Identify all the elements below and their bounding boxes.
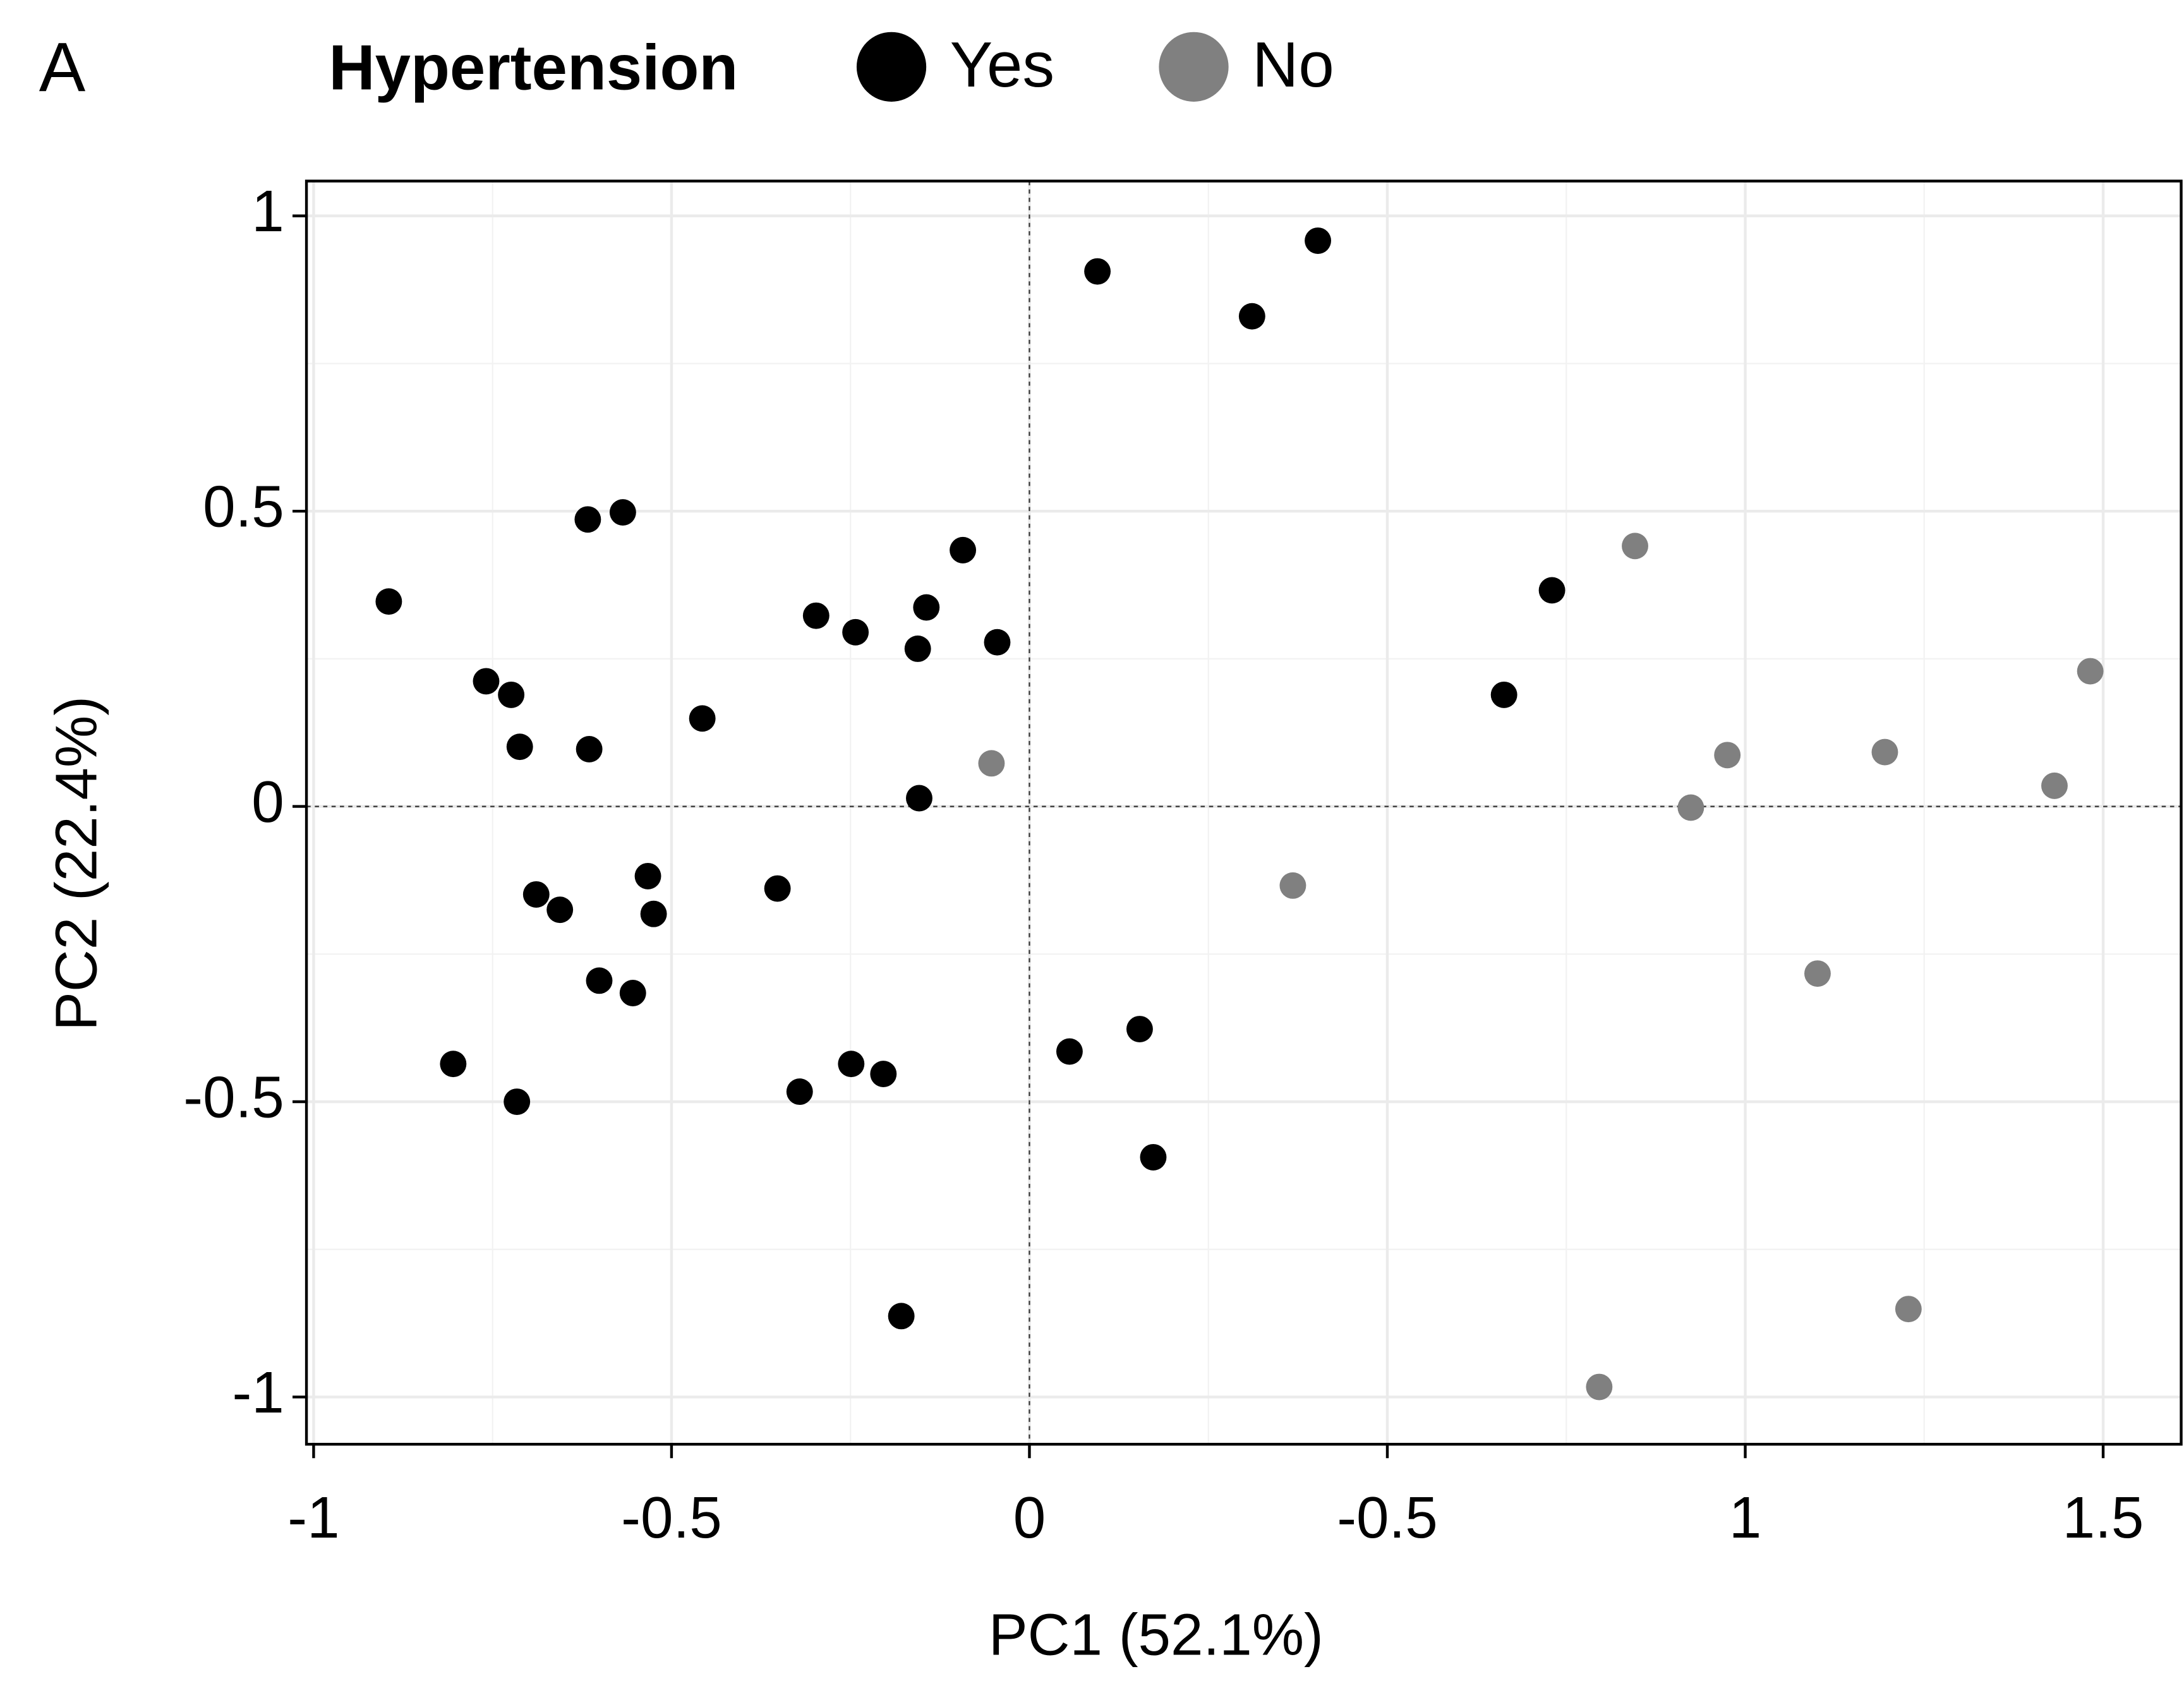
point — [586, 967, 613, 994]
y-tick-label: 0.5 — [203, 474, 284, 539]
point — [1622, 533, 1648, 560]
point — [1538, 577, 1566, 604]
point — [619, 980, 646, 1006]
point — [1126, 1016, 1153, 1042]
point — [1490, 681, 1517, 708]
point — [888, 1303, 915, 1330]
x-tick-label: 1.5 — [2063, 1485, 2144, 1550]
point — [764, 875, 791, 902]
point — [473, 668, 500, 695]
x-tick-label: 0 — [1013, 1485, 1046, 1550]
point — [689, 705, 716, 732]
point — [1895, 1296, 1922, 1323]
point — [2077, 658, 2104, 685]
point — [498, 681, 525, 708]
y-tick-label: -0.5 — [183, 1064, 284, 1130]
point — [1238, 303, 1265, 330]
panel-label: A — [39, 28, 86, 106]
point — [906, 785, 932, 812]
point — [1056, 1038, 1083, 1065]
point — [904, 636, 931, 662]
legend-label: Yes — [950, 29, 1054, 100]
x-tick-label: -0.5 — [621, 1485, 722, 1550]
point — [984, 629, 1011, 656]
point — [506, 733, 533, 761]
point — [576, 735, 603, 762]
point — [440, 1051, 467, 1078]
point — [870, 1061, 897, 1088]
y-tick-label: -1 — [232, 1359, 284, 1425]
point — [640, 900, 667, 927]
point — [838, 1051, 865, 1078]
point — [1714, 742, 1741, 769]
point — [375, 588, 402, 615]
plot-border — [305, 179, 2183, 1446]
point — [1140, 1143, 1167, 1171]
x-axis-label: PC1 (52.1%) — [989, 1601, 1324, 1667]
y-tick-label: 0 — [251, 769, 284, 834]
point — [546, 896, 574, 924]
point — [1279, 872, 1306, 899]
point — [1084, 258, 1111, 285]
point — [504, 1088, 531, 1115]
point — [786, 1078, 813, 1106]
point — [842, 618, 869, 646]
x-tick-label: -1 — [287, 1485, 339, 1550]
y-tick-label: 1 — [251, 178, 284, 244]
plot-background — [306, 181, 2181, 1445]
legend-label: No — [1252, 29, 1334, 100]
x-tick-label: -0.5 — [1337, 1485, 1438, 1550]
point — [978, 750, 1005, 777]
point — [950, 536, 977, 563]
point — [1871, 738, 1898, 766]
point — [802, 602, 830, 629]
point — [1677, 794, 1704, 821]
point — [574, 506, 601, 533]
legend-marker — [856, 32, 927, 102]
point — [913, 594, 940, 621]
legend-title: Hypertension — [329, 32, 738, 103]
point — [1804, 960, 1831, 987]
point — [2041, 772, 2068, 799]
point — [634, 862, 661, 889]
point — [609, 499, 636, 526]
point — [522, 881, 550, 908]
y-axis-label: PC2 (22.4%) — [43, 696, 109, 1031]
point — [1586, 1373, 1613, 1401]
x-tick-label: 1 — [1729, 1485, 1762, 1550]
legend-marker — [1159, 32, 1229, 102]
point — [1305, 227, 1332, 254]
